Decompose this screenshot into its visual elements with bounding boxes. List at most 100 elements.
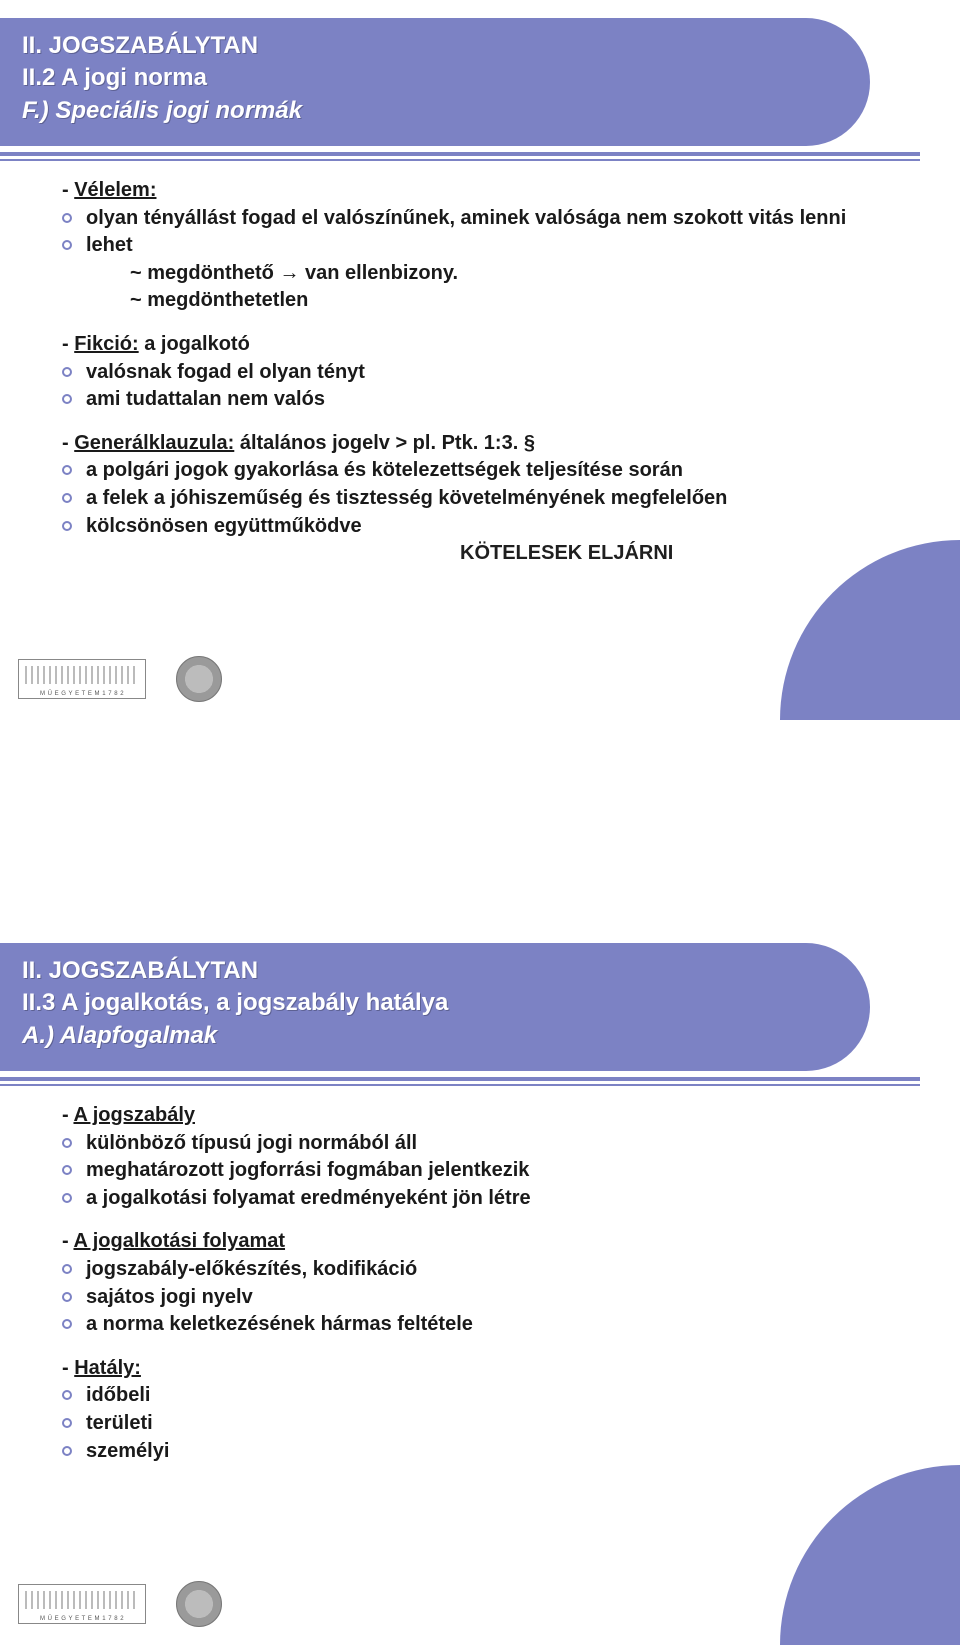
lead-prefix: - xyxy=(62,1104,73,1126)
header-line-3: A.) Alapfogalmak xyxy=(22,1020,848,1052)
slide-content: - Vélelem: olyan tényállást fogad el val… xyxy=(62,178,888,585)
lead: - A jogalkotási folyamat xyxy=(62,1229,888,1255)
bullet-text: meghatározott jogforrási fogmában jelent… xyxy=(86,1158,529,1184)
bullet-icon xyxy=(62,1418,72,1428)
muegyetem-logo-icon xyxy=(18,659,146,699)
bullet-icon xyxy=(62,1446,72,1456)
lead-suffix: a jogalkotó xyxy=(139,333,250,355)
header-line-3: F.) Speciális jogi normák xyxy=(22,95,848,127)
bullet-text: ami tudattalan nem valós xyxy=(86,387,325,413)
lead: - Fikció: a jogalkotó xyxy=(62,332,888,358)
bullet-icon xyxy=(62,1390,72,1400)
trailing-text: KÖTELESEK ELJÁRNI xyxy=(460,541,888,567)
bullet-text: lehet xyxy=(86,233,133,259)
lead-prefix: - xyxy=(62,333,74,355)
slide-footer: 25 xyxy=(18,656,934,702)
seal-logo-icon xyxy=(176,656,222,702)
list-item: lehet xyxy=(62,233,888,259)
header-line-1: II. JOGSZABÁLYTAN xyxy=(22,30,848,62)
seal-logo-icon xyxy=(176,1581,222,1627)
bullet-text: személyi xyxy=(86,1439,169,1465)
slide-content: - A jogszabály különböző típusú jogi nor… xyxy=(62,1103,888,1482)
sub-text-pre: ~ megdönthető xyxy=(130,262,279,284)
lead: - Hatály: xyxy=(62,1356,888,1382)
bullet-text: sajátos jogi nyelv xyxy=(86,1285,253,1311)
bullet-icon xyxy=(62,1138,72,1148)
header-underline xyxy=(0,1077,920,1086)
bullet-icon xyxy=(62,1193,72,1203)
slide-gap xyxy=(0,720,960,925)
sub-item: ~ megdönthető → van ellenbizony. xyxy=(130,261,888,287)
bullet-text: a felek a jóhiszeműség és tisztesség köv… xyxy=(86,486,727,512)
bullet-icon xyxy=(62,465,72,475)
list-item: valósnak fogad el olyan tényt xyxy=(62,360,888,386)
list-item: személyi xyxy=(62,1439,888,1465)
list-item: a felek a jóhiszeműség és tisztesség köv… xyxy=(62,486,888,512)
lead-underlined: A jogszabály xyxy=(73,1104,195,1126)
bullet-icon xyxy=(62,240,72,250)
bullet-icon xyxy=(62,493,72,503)
page-number: 26 xyxy=(912,1593,934,1616)
bullet-text: a jogalkotási folyamat eredményeként jön… xyxy=(86,1186,531,1212)
list-item: a jogalkotási folyamat eredményeként jön… xyxy=(62,1186,888,1212)
list-item: kölcsönösen együttműködve xyxy=(62,514,888,540)
group-jogszabaly: - A jogszabály különböző típusú jogi nor… xyxy=(62,1103,888,1211)
list-item: olyan tényállást fogad el valószínűnek, … xyxy=(62,206,888,232)
list-item: különböző típusú jogi normából áll xyxy=(62,1131,888,1157)
list-item: jogszabály-előkészítés, kodifikáció xyxy=(62,1257,888,1283)
bullet-icon xyxy=(62,521,72,531)
sub-text-post: van ellenbizony. xyxy=(299,262,458,284)
group-fikcio: - Fikció: a jogalkotó valósnak fogad el … xyxy=(62,332,888,413)
bullet-text: valósnak fogad el olyan tényt xyxy=(86,360,365,386)
bullet-text: jogszabály-előkészítés, kodifikáció xyxy=(86,1257,417,1283)
page-number: 25 xyxy=(912,668,934,691)
bullet-icon xyxy=(62,1165,72,1175)
lead-prefix: - xyxy=(62,432,74,454)
slide-26: II. JOGSZABÁLYTAN II.3 A jogalkotás, a j… xyxy=(0,925,960,1645)
slide-25: II. JOGSZABÁLYTAN II.2 A jogi norma F.) … xyxy=(0,0,960,720)
bullet-icon xyxy=(62,1292,72,1302)
bullet-icon xyxy=(62,1319,72,1329)
list-item: időbeli xyxy=(62,1383,888,1409)
list-item: a norma keletkezésének hármas feltétele xyxy=(62,1312,888,1338)
lead-prefix: - xyxy=(62,179,74,201)
list-item: ami tudattalan nem valós xyxy=(62,387,888,413)
slide-footer: 26 xyxy=(18,1581,934,1627)
list-item: sajátos jogi nyelv xyxy=(62,1285,888,1311)
header-line-1: II. JOGSZABÁLYTAN xyxy=(22,955,848,987)
bullet-text: kölcsönösen együttműködve xyxy=(86,514,362,540)
bullet-icon xyxy=(62,367,72,377)
lead-underlined: A jogalkotási folyamat xyxy=(73,1230,285,1252)
lead-underlined: Fikció: xyxy=(74,333,138,355)
bullet-icon xyxy=(62,1264,72,1274)
lead-underlined: Hatály: xyxy=(74,1357,141,1379)
group-velelem: - Vélelem: olyan tényállást fogad el val… xyxy=(62,178,888,314)
slide-header: II. JOGSZABÁLYTAN II.2 A jogi norma F.) … xyxy=(0,18,870,146)
footer-logos xyxy=(18,1581,222,1627)
lead-suffix: általános jogelv > pl. Ptk. 1:3. § xyxy=(234,432,535,454)
lead: - A jogszabály xyxy=(62,1103,888,1129)
bullet-text: időbeli xyxy=(86,1383,150,1409)
bullet-text: a polgári jogok gyakorlása és kötelezett… xyxy=(86,458,683,484)
list-item: területi xyxy=(62,1411,888,1437)
sub-item: ~ megdönthetetlen xyxy=(130,288,888,314)
bullet-text: különböző típusú jogi normából áll xyxy=(86,1131,417,1157)
bullet-text: a norma keletkezésének hármas feltétele xyxy=(86,1312,473,1338)
footer-logos xyxy=(18,656,222,702)
bullet-text: területi xyxy=(86,1411,153,1437)
lead-underlined: Vélelem: xyxy=(74,179,156,201)
lead-prefix: - xyxy=(62,1230,73,1252)
header-line-2: II.3 A jogalkotás, a jogszabály hatálya xyxy=(22,987,848,1019)
bullet-icon xyxy=(62,213,72,223)
lead: - Generálklauzula: általános jogelv > pl… xyxy=(62,431,888,457)
muegyetem-logo-icon xyxy=(18,1584,146,1624)
list-item: meghatározott jogforrási fogmában jelent… xyxy=(62,1158,888,1184)
group-hataly: - Hatály: időbeli területi személyi xyxy=(62,1356,888,1464)
lead-prefix: - xyxy=(62,1357,74,1379)
group-generalklauzula: - Generálklauzula: általános jogelv > pl… xyxy=(62,431,888,567)
lead: - Vélelem: xyxy=(62,178,888,204)
group-jogalkotasi-folyamat: - A jogalkotási folyamat jogszabály-elők… xyxy=(62,1229,888,1337)
header-underline xyxy=(0,152,920,161)
bullet-text: olyan tényállást fogad el valószínűnek, … xyxy=(86,206,846,232)
bullet-icon xyxy=(62,394,72,404)
